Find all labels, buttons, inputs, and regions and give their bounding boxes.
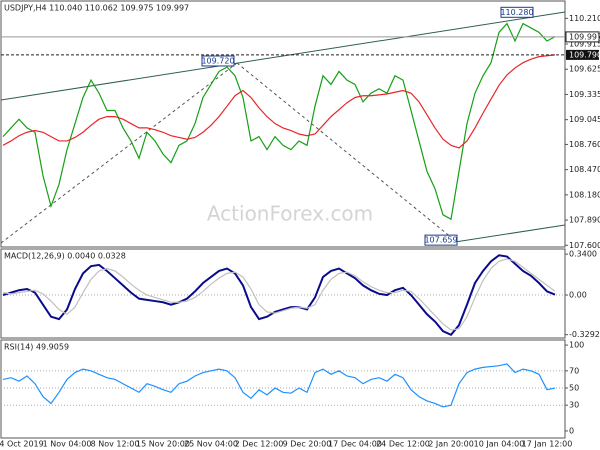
x-tick-label: 17 Jan 12:00	[522, 440, 573, 449]
price-title: USDJPY,H4 110.040 110.062 109.975 109.99…	[4, 4, 189, 13]
annotation-box	[424, 234, 458, 246]
x-tick-label: 24 Dec 12:00	[376, 440, 430, 449]
y-tick-label: 30	[569, 401, 579, 410]
series-line	[2, 363, 556, 408]
y-tick-label: 108.180	[569, 190, 600, 199]
y-tick-label: 109.335	[569, 90, 600, 99]
x-tick-label: 17 Dec 04:00	[328, 440, 382, 449]
y-tick-label: 109.915	[569, 40, 600, 49]
series-line	[2, 54, 556, 149]
annotation-box	[201, 55, 235, 67]
x-tick-label: 9 Dec 20:00	[283, 440, 332, 449]
macd-title: MACD(12,26,9) 0.0040 0.0328	[4, 252, 126, 261]
y-tick-label: 108.470	[569, 165, 600, 174]
annotation: 110.280	[500, 8, 533, 17]
ma-level-box	[566, 49, 599, 60]
y-tick-label: 50	[569, 384, 579, 393]
last-price-label: 109.997	[569, 32, 600, 41]
annotation: 109.720	[201, 56, 234, 65]
trend-line	[0, 11, 566, 101]
y-tick-label: 0.3400	[569, 250, 597, 259]
x-tick-label: 8 Nov 12:00	[91, 440, 140, 449]
y-tick-label: -0.3292	[569, 330, 600, 339]
rsi-title: RSI(14) 49.9059	[4, 343, 69, 352]
x-tick-label: 2 Jan 20:00	[428, 440, 474, 449]
trend-line	[454, 224, 566, 243]
y-tick-label: 100	[569, 341, 584, 350]
y-tick-label: 109.625	[569, 65, 600, 74]
x-tick-label: 24 Oct 2019	[0, 440, 44, 449]
y-tick-label: 108.760	[569, 140, 600, 149]
series-line	[2, 254, 556, 336]
annotation: 107.659	[424, 236, 457, 245]
x-tick-label: 10 Jan 04:00	[474, 440, 525, 449]
y-tick-label: 107.600	[569, 241, 600, 250]
series-line	[2, 258, 556, 331]
y-tick-label: 0	[569, 426, 574, 435]
fib-line	[236, 62, 453, 239]
x-tick-label: 15 Nov 20:00	[136, 440, 190, 449]
ma-level-label: 109.790	[569, 50, 600, 59]
macd-panel	[0, 248, 566, 339]
series-line	[2, 22, 556, 221]
y-tick-label: 109.045	[569, 115, 600, 124]
y-tick-label: 107.890	[569, 216, 600, 225]
y-tick-label: 70	[569, 366, 579, 375]
x-tick-label: 25 Nov 04:00	[184, 440, 238, 449]
y-tick-label: 0.00	[569, 291, 587, 300]
x-tick-label: 1 Nov 04:00	[43, 440, 92, 449]
fib-line	[0, 62, 238, 244]
price-panel	[0, 0, 566, 248]
last-price-box	[565, 31, 600, 43]
rsi-panel	[0, 339, 566, 439]
x-tick-label: 2 Dec 12:00	[235, 440, 284, 449]
annotation-box	[500, 6, 534, 18]
watermark: ActionForex.com	[207, 202, 373, 226]
y-tick-label: 110.210	[569, 14, 600, 23]
